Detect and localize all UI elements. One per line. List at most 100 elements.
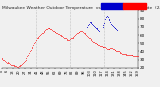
Point — [107, 48, 110, 50]
Point — [64, 37, 66, 38]
Point — [93, 42, 95, 43]
Point — [70, 38, 72, 39]
Point — [97, 29, 100, 31]
Point — [125, 54, 128, 55]
Point — [14, 66, 17, 67]
Point — [76, 32, 79, 33]
Point — [20, 64, 23, 65]
Point — [22, 62, 24, 64]
Point — [92, 25, 94, 26]
Point — [88, 37, 90, 38]
Point — [5, 62, 8, 64]
Point — [21, 63, 23, 64]
Point — [35, 38, 38, 39]
Point — [90, 39, 93, 41]
Point — [109, 21, 112, 23]
Point — [88, 38, 91, 39]
Point — [70, 37, 73, 38]
Point — [35, 39, 37, 41]
Point — [64, 38, 67, 39]
Point — [67, 39, 70, 41]
Point — [102, 46, 105, 47]
Point — [114, 28, 117, 29]
Point — [94, 43, 97, 44]
Point — [61, 35, 64, 37]
Point — [10, 64, 12, 65]
Point — [88, 21, 91, 23]
Point — [23, 61, 25, 63]
Point — [103, 22, 106, 23]
Point — [94, 26, 96, 28]
Point — [115, 29, 117, 30]
Point — [49, 29, 52, 30]
Point — [124, 53, 127, 55]
Point — [133, 55, 136, 56]
Point — [101, 26, 104, 28]
Point — [127, 54, 129, 55]
Point — [69, 38, 71, 40]
Point — [103, 47, 106, 48]
Point — [40, 33, 42, 35]
Point — [87, 25, 89, 26]
Point — [40, 33, 43, 34]
Point — [120, 52, 123, 54]
Point — [123, 53, 125, 55]
Point — [97, 44, 100, 46]
Point — [85, 34, 88, 36]
Point — [117, 51, 119, 52]
Point — [106, 48, 108, 50]
Point — [39, 34, 41, 36]
Point — [66, 39, 69, 41]
Point — [78, 31, 81, 32]
Point — [98, 30, 100, 32]
Point — [135, 55, 137, 56]
Point — [31, 46, 34, 47]
Point — [57, 33, 59, 35]
Point — [100, 45, 103, 46]
Point — [136, 56, 139, 57]
Point — [53, 31, 56, 32]
Point — [47, 28, 49, 29]
Point — [42, 31, 45, 32]
Point — [134, 55, 136, 56]
Point — [105, 48, 107, 49]
Point — [91, 23, 94, 24]
Point — [113, 27, 116, 28]
Point — [107, 18, 110, 19]
Point — [112, 48, 114, 50]
Point — [131, 54, 134, 55]
Point — [130, 54, 133, 55]
Point — [0, 57, 3, 59]
Point — [108, 48, 111, 50]
Point — [3, 60, 5, 61]
Point — [30, 48, 33, 49]
Point — [90, 22, 93, 23]
Text: Milwaukee Weather Outdoor Temperature  vs Heat Index  per Minute  (24 Hours): Milwaukee Weather Outdoor Temperature vs… — [2, 6, 160, 10]
Point — [104, 47, 106, 48]
Point — [82, 32, 85, 33]
Point — [114, 49, 117, 51]
Point — [68, 39, 70, 41]
Point — [38, 35, 40, 37]
Point — [116, 50, 118, 51]
Point — [51, 29, 53, 31]
Point — [101, 46, 104, 47]
Point — [72, 36, 75, 37]
Point — [4, 61, 6, 62]
Point — [84, 33, 87, 35]
Point — [81, 30, 83, 32]
Point — [109, 48, 112, 49]
Point — [54, 31, 57, 32]
Point — [129, 54, 132, 55]
Point — [9, 63, 11, 64]
Point — [11, 65, 14, 66]
Point — [32, 44, 35, 46]
Point — [71, 37, 74, 38]
Point — [94, 27, 97, 28]
Point — [96, 43, 99, 45]
Point — [124, 53, 126, 55]
Point — [65, 38, 68, 40]
Point — [27, 54, 29, 55]
Point — [82, 31, 84, 32]
Point — [111, 48, 113, 49]
